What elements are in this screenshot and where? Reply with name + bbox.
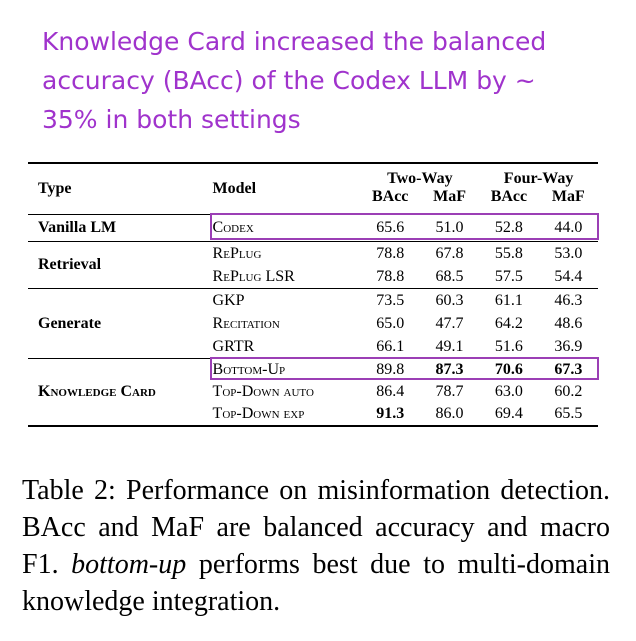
caption-emphasis: bottom-up bbox=[71, 549, 187, 580]
value-cell: 73.5 bbox=[376, 291, 405, 309]
value-cell: 91.3 bbox=[376, 405, 405, 422]
header-cell: BAcc bbox=[371, 188, 409, 205]
value-cell: 70.6 bbox=[494, 361, 523, 378]
row: GRTR 66.1 49.1 51.6 36.9 bbox=[28, 335, 598, 359]
header-cell: MaF bbox=[433, 188, 466, 205]
value-cell: 44.0 bbox=[554, 219, 583, 236]
model-cell: RePlug LSR bbox=[212, 267, 295, 285]
row: Top-Down auto 86.4 78.7 63.0 60.2 bbox=[28, 381, 598, 403]
value-cell: 69.4 bbox=[494, 405, 523, 422]
value-cell: 89.8 bbox=[376, 361, 405, 378]
value-cell: 78.8 bbox=[376, 244, 405, 262]
header-group: Two-Way bbox=[387, 170, 453, 187]
value-cell: 60.2 bbox=[554, 383, 583, 400]
results-table: Type Model Two-Way Four-Way BAcc MaF BAc… bbox=[28, 162, 598, 427]
value-cell: 67.3 bbox=[554, 361, 583, 378]
value-cell: 86.0 bbox=[435, 405, 464, 422]
value-cell: 78.7 bbox=[435, 383, 464, 400]
section: Generate GKP 73.5 60.3 61.1 46.3 Recitat… bbox=[28, 288, 598, 359]
value-cell: 61.1 bbox=[494, 291, 523, 309]
header-cell: Model bbox=[212, 180, 257, 197]
type-cell: Generate bbox=[38, 314, 102, 332]
header-group: Four-Way bbox=[503, 170, 574, 187]
value-cell: 55.8 bbox=[494, 244, 523, 262]
value-cell: 67.8 bbox=[435, 244, 464, 262]
model-cell: Recitation bbox=[212, 314, 280, 332]
header-row: Type Model Two-Way Four-Way bbox=[28, 163, 598, 197]
value-cell: 78.8 bbox=[376, 267, 405, 285]
header-cell: MaF bbox=[551, 188, 585, 205]
row: Recitation 65.0 47.7 64.2 48.6 bbox=[28, 312, 598, 335]
header-row: BAcc MaF BAcc MaF bbox=[28, 188, 598, 215]
row: RePlug LSR 78.8 68.5 57.5 54.4 bbox=[28, 265, 598, 289]
model-cell: Top-Down exp bbox=[212, 405, 305, 422]
value-cell: 68.5 bbox=[435, 267, 464, 285]
row: Vanilla LM Codex 65.6 51.0 52.8 44.0 bbox=[28, 215, 598, 242]
value-cell: 53.0 bbox=[554, 244, 583, 262]
value-cell: 46.3 bbox=[554, 291, 583, 309]
value-cell: 47.7 bbox=[435, 314, 464, 332]
highlight-box bbox=[210, 357, 599, 380]
highlight-box bbox=[210, 213, 599, 240]
section: Retrieval RePlug 78.8 67.8 55.8 53.0 ReP… bbox=[28, 241, 598, 289]
model-cell: RePlug bbox=[212, 244, 262, 262]
value-cell: 65.6 bbox=[376, 219, 405, 236]
model-cell: Codex bbox=[212, 219, 254, 236]
value-cell: 65.0 bbox=[376, 314, 405, 332]
value-cell: 36.9 bbox=[554, 337, 583, 355]
caption-text: performs best due to multi-domain knowle… bbox=[22, 549, 610, 617]
section: Vanilla LM Codex 65.6 51.0 52.8 44.0 bbox=[28, 214, 598, 242]
value-cell: 87.3 bbox=[435, 361, 464, 378]
row: Retrieval RePlug 78.8 67.8 55.8 53.0 bbox=[28, 242, 598, 274]
value-cell: 64.2 bbox=[494, 314, 523, 332]
value-cell: 49.1 bbox=[435, 337, 464, 355]
value-cell: 51.0 bbox=[435, 219, 464, 236]
value-cell: 60.3 bbox=[435, 291, 464, 309]
model-cell: GRTR bbox=[212, 337, 255, 355]
value-cell: 52.8 bbox=[494, 219, 523, 236]
model-cell: Top-Down auto bbox=[212, 383, 314, 400]
type-cell: Retrieval bbox=[38, 256, 102, 273]
header-cell: Type bbox=[38, 180, 72, 197]
value-cell: 63.0 bbox=[494, 383, 523, 400]
row: Knowledge Card Bottom-Up 89.8 87.3 70.6 … bbox=[28, 359, 598, 400]
row: Top-Down exp 91.3 86.0 69.4 65.5 bbox=[28, 403, 598, 426]
value-cell: 66.1 bbox=[376, 337, 405, 355]
value-cell: 57.5 bbox=[494, 267, 523, 285]
caption: Table 2: Performance on misinformation d… bbox=[22, 472, 610, 620]
value-cell: 51.6 bbox=[494, 337, 523, 355]
value-cell: 54.4 bbox=[554, 267, 583, 285]
annotation: Knowledge Card increased the balanced ac… bbox=[42, 27, 547, 134]
type-cell: Vanilla LM bbox=[38, 219, 117, 236]
value-cell: 65.5 bbox=[554, 405, 583, 422]
value-cell: 86.4 bbox=[376, 383, 405, 400]
caption-text: Table 2: Performance on misinformation d… bbox=[22, 475, 610, 580]
model-cell: Bottom-Up bbox=[212, 361, 286, 378]
row: Generate GKP 73.5 60.3 61.1 46.3 bbox=[28, 289, 598, 332]
value-cell: 48.6 bbox=[554, 314, 583, 332]
type-cell: Knowledge Card bbox=[38, 383, 156, 400]
header-cell: BAcc bbox=[490, 188, 528, 205]
model-cell: GKP bbox=[212, 291, 245, 309]
